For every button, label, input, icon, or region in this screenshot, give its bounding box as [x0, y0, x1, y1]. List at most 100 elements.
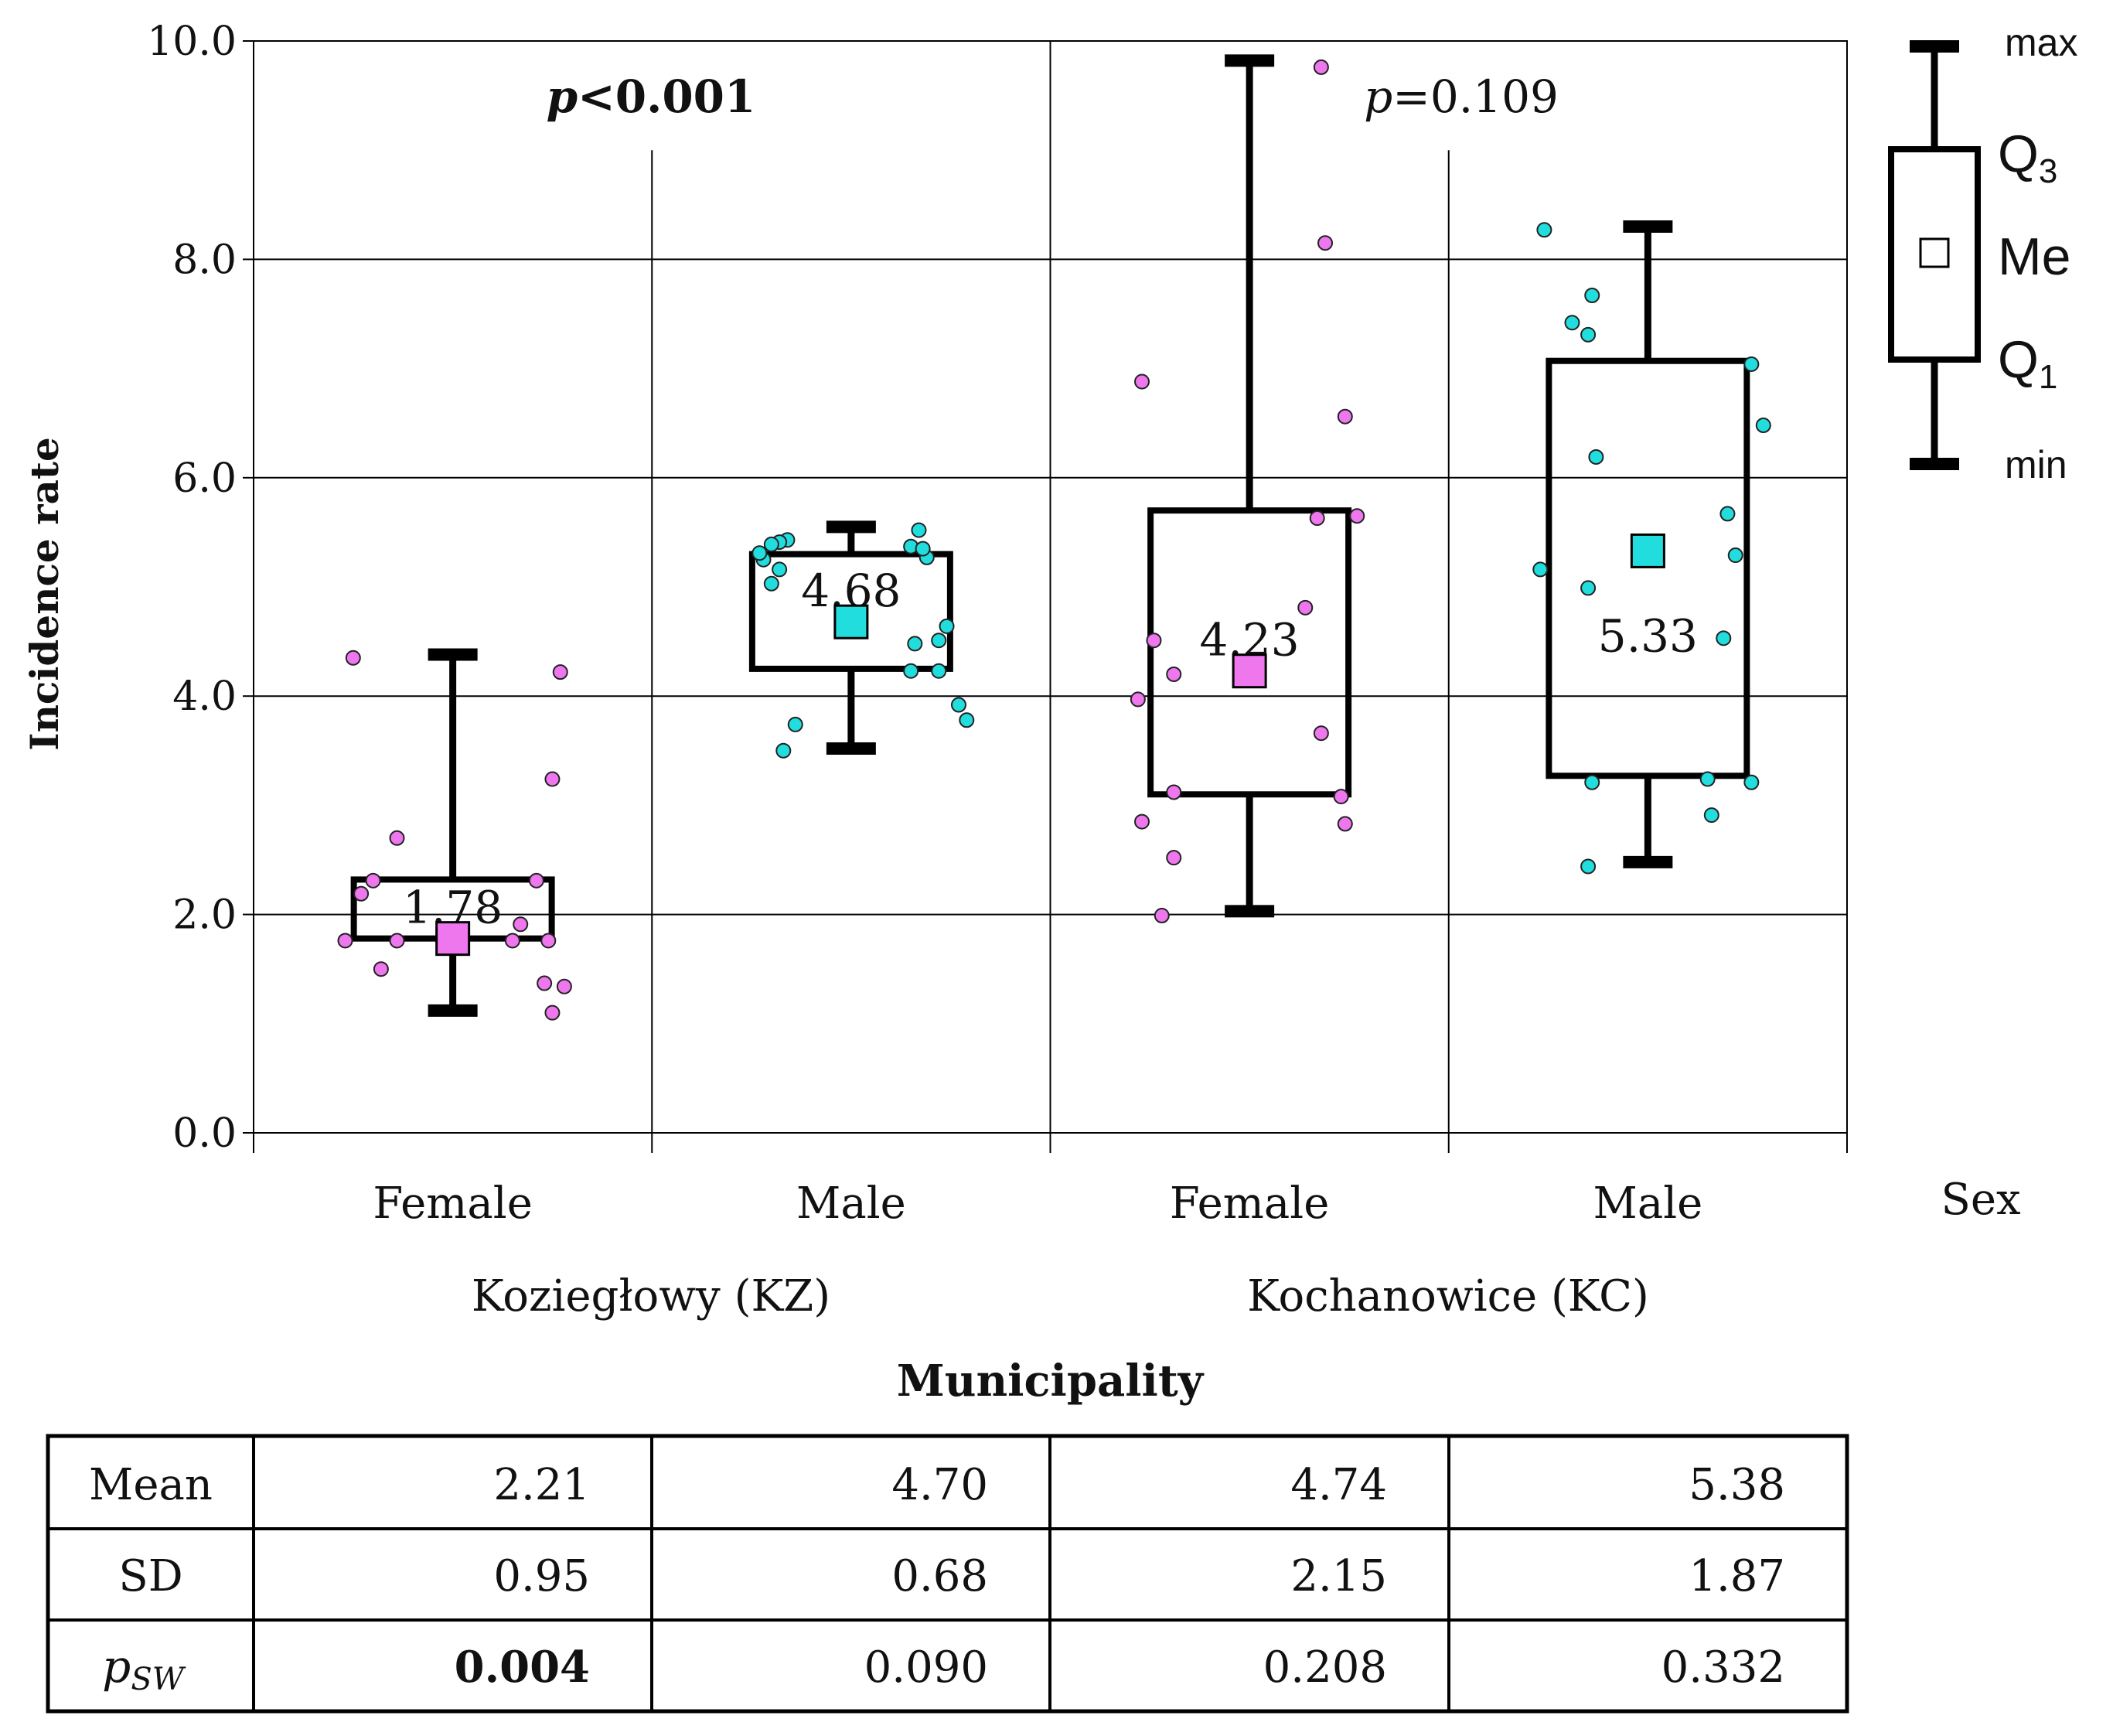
- y-tick-label: 6.0: [172, 455, 237, 502]
- p-value-kc: p=0.109: [1364, 70, 1559, 123]
- table-cell-sd-kz-male: 0.68: [891, 1551, 988, 1601]
- table-cell-sd-kc-male: 1.87: [1689, 1551, 1785, 1601]
- y-axis-label: Incidence rate: [22, 437, 67, 751]
- data-point: [950, 697, 966, 713]
- legend-max-label: max: [2005, 21, 2077, 64]
- data-point: [1580, 858, 1597, 875]
- data-point: [1580, 580, 1597, 596]
- data-point: [1699, 771, 1716, 787]
- median-marker: [435, 921, 471, 957]
- data-point: [775, 742, 792, 759]
- data-point: [1349, 508, 1365, 524]
- legend-min-label: min: [2005, 443, 2067, 486]
- data-point: [1588, 448, 1604, 465]
- data-point: [544, 1004, 561, 1021]
- table-row-label-mean: Mean: [89, 1460, 213, 1510]
- data-point: [763, 536, 779, 552]
- data-point: [1584, 287, 1600, 303]
- data-point: [931, 633, 947, 649]
- data-point: [528, 872, 544, 888]
- median-marker: [1232, 653, 1267, 689]
- axes-layer: 0.0 2.0 4.0 6.0 8.0 10.0 Female Male Female Male: [147, 19, 1848, 1229]
- data-point: [1166, 784, 1182, 800]
- grid-layer: [254, 40, 1847, 1134]
- data-point: [1703, 807, 1719, 824]
- data-point: [1743, 774, 1760, 790]
- data-point: [1166, 850, 1182, 866]
- data-point: [1743, 356, 1760, 372]
- data-point: [1134, 813, 1150, 830]
- category-label: Female: [373, 1178, 532, 1229]
- data-point: [1309, 510, 1325, 527]
- data-point: [1333, 789, 1349, 805]
- category-label: Male: [796, 1178, 906, 1229]
- data-point: [1727, 547, 1743, 564]
- y-tick-label: 0.0: [172, 1110, 237, 1157]
- data-point: [540, 933, 557, 949]
- y-tick-label: 8.0: [172, 237, 237, 283]
- data-point: [1580, 326, 1597, 343]
- data-point: [1297, 599, 1314, 616]
- data-point: [544, 771, 561, 787]
- table-row-label-sd: SD: [118, 1551, 182, 1601]
- median-label: 5.33: [1598, 609, 1698, 662]
- data-point: [504, 933, 520, 949]
- data-point: [1536, 222, 1552, 238]
- data-point: [1134, 373, 1150, 390]
- table-row-label-psw: pSW: [102, 1640, 186, 1697]
- category-label: Female: [1170, 1178, 1329, 1229]
- legend-median-marker: [1919, 237, 1950, 268]
- data-point: [373, 961, 389, 977]
- data-point: [513, 916, 529, 933]
- sex-label: Sex: [1941, 1175, 2020, 1225]
- data-point: [537, 975, 553, 991]
- table-cell-sd-kz-female: 0.95: [493, 1551, 590, 1601]
- legend-me-label: Me: [1998, 227, 2070, 286]
- data-point: [337, 933, 353, 949]
- table-cell-psw-kz-female: 0.004: [455, 1642, 590, 1693]
- table-cell-psw-kc-female: 0.208: [1263, 1642, 1387, 1693]
- p-value-kz: p<0.001: [547, 70, 756, 123]
- data-point: [552, 664, 568, 680]
- data-point: [959, 712, 975, 728]
- data-point: [1166, 666, 1182, 682]
- table-cell-mean-kz-male: 4.70: [891, 1460, 988, 1510]
- data-point: [1337, 816, 1353, 832]
- data-point: [939, 618, 955, 634]
- data-point: [915, 541, 931, 557]
- data-point: [1584, 774, 1600, 790]
- legend-q3-label: Q3: [1998, 124, 2057, 190]
- data-point: [365, 872, 381, 888]
- table-cell-mean-kc-male: 5.38: [1689, 1460, 1785, 1510]
- y-tick-label: 4.0: [172, 674, 237, 720]
- data-point: [763, 575, 779, 592]
- data-point: [911, 522, 927, 538]
- data-point: [1755, 418, 1771, 434]
- table-cell-psw-kz-male: 0.090: [864, 1642, 988, 1693]
- y-tick-label: 10.0: [147, 19, 237, 65]
- stats-table: Mean SD pSW 2.21 4.70 4.74 5.38 0.95 0.6…: [46, 1434, 1849, 1714]
- data-point: [751, 545, 768, 561]
- data-point: [1130, 691, 1146, 708]
- data-point: [1154, 908, 1170, 924]
- data-point: [556, 978, 572, 994]
- y-tick-label: 2.0: [172, 892, 237, 939]
- group-label-kz: Koziegłowy (KZ): [472, 1271, 830, 1322]
- data-point: [1313, 59, 1329, 75]
- iqr-box: [1546, 357, 1750, 779]
- data-point: [1532, 561, 1549, 578]
- table-cell-psw-kc-male: 0.332: [1661, 1642, 1785, 1693]
- data-point: [353, 885, 370, 902]
- data-point: [1564, 315, 1580, 331]
- table-cell-mean-kc-female: 4.74: [1290, 1460, 1387, 1510]
- median-marker: [833, 604, 869, 639]
- table-cell-sd-kc-female: 2.15: [1290, 1551, 1387, 1601]
- data-point: [1337, 408, 1353, 425]
- boxes-layer: 1.784.684.23 5.33: [337, 54, 1771, 1021]
- data-point: [931, 663, 947, 679]
- data-point: [772, 561, 788, 578]
- data-point: [1716, 630, 1732, 646]
- table-cell-mean-kz-female: 2.21: [493, 1460, 590, 1510]
- data-point: [345, 650, 361, 666]
